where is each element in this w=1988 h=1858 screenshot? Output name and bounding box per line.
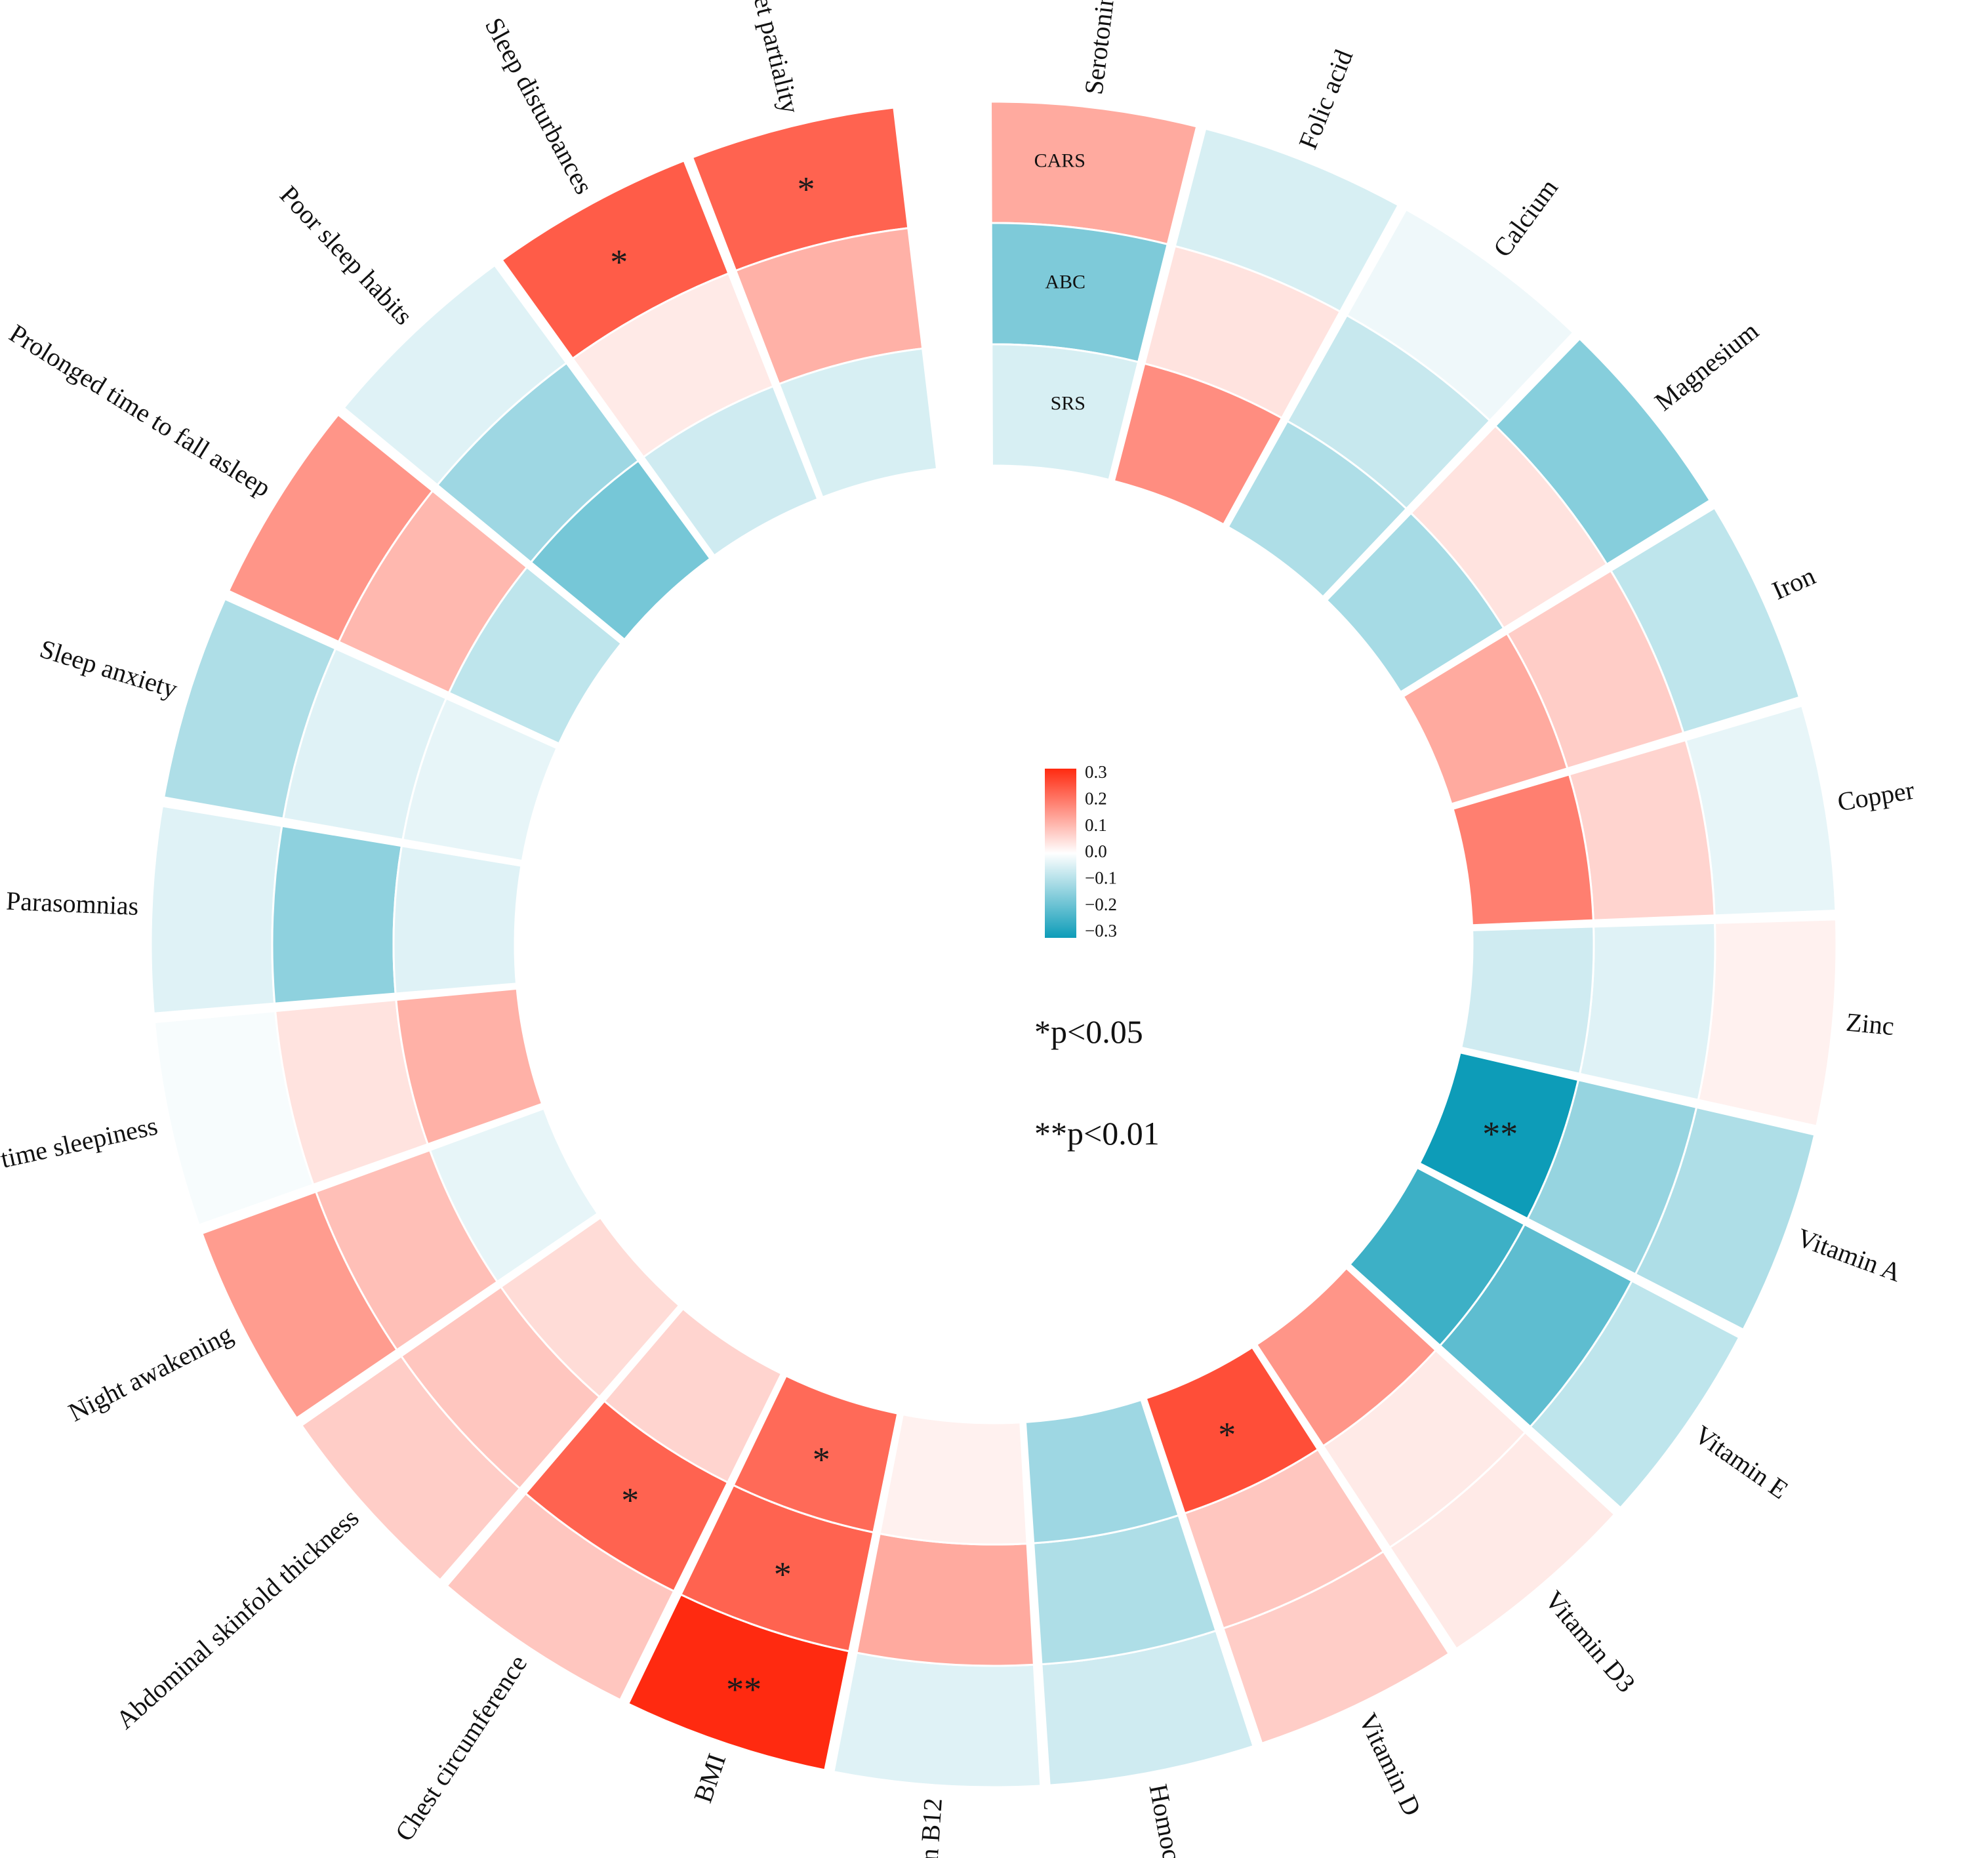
cell-vitamin-d-srs (1145, 1346, 1320, 1515)
cell-parasomnias-cars (150, 805, 283, 1015)
category-label-magnesium: Magnesium (1649, 316, 1764, 417)
cell-vitamin-b12-srs (878, 1413, 1028, 1546)
cell-homocysteine-srs (1024, 1398, 1180, 1545)
sig-mark-vitamin-a-srs: ** (1482, 1114, 1518, 1154)
colorbar-tick-label: 0.1 (1085, 815, 1107, 835)
category-label-abdominal-skinfold-thickness: Abdominal skinfold thickness (110, 1503, 364, 1735)
cell-vitamin-b12-abc (855, 1532, 1035, 1667)
colorbar-legend: 0.3 0.2 0.1 0.0 −0.1 −0.2 −0.3 (1045, 762, 1117, 940)
heatmap-cells (150, 100, 1838, 1788)
category-label-bmi: BMI (688, 1750, 732, 1806)
category-label-poor-sleep-habits: Poor sleep habits (274, 180, 418, 331)
sig-mark-bmi-abc: * (774, 1555, 792, 1594)
category-label-vitamin-d3: Vitamin D3 (1539, 1585, 1642, 1698)
category-label-folic-acid: Folic acid (1293, 45, 1358, 153)
category-label-sleep-disturbances: Sleep disturbances (479, 12, 599, 199)
category-label-night-awakening: Night awakening (64, 1319, 237, 1427)
colorbar-tick-label: −0.3 (1085, 921, 1117, 940)
category-label-prolonged-time-to-fall-asleep: Prolonged time to fall asleep (5, 318, 276, 502)
cell-vitamin-d3-srs (1255, 1266, 1438, 1447)
cell-diet-partiality-srs (777, 347, 939, 499)
category-label-homocysteine: Homocysteine (1143, 1782, 1201, 1858)
ring-label-srs: SRS (1051, 392, 1085, 414)
category-label-vitamin-b12: Vitamin B12 (909, 1797, 948, 1858)
significance-marks: ********** (610, 169, 1518, 1709)
cell-abdominal-skinfold-thickness-srs (499, 1216, 681, 1399)
ring-label-cars: CARS (1034, 150, 1085, 171)
category-label-iron: Iron (1768, 561, 1819, 605)
sig-mark-sleep-disturbances-cars: * (610, 242, 628, 281)
colorbar-tick-label: −0.1 (1085, 868, 1117, 888)
cell-iron-srs (1402, 632, 1569, 805)
cell-zinc-srs (1460, 925, 1595, 1076)
cell-sleep-disturbances-srs (641, 385, 819, 557)
category-label-serotonin: Serotonin (1079, 0, 1120, 96)
significance-note-p05: *p<0.05 (1034, 1013, 1143, 1050)
cell-copper-srs (1451, 773, 1594, 927)
category-label-copper: Copper (1835, 775, 1917, 817)
cell-poor-sleep-habits-srs (529, 459, 712, 641)
colorbar-tick-label: 0.0 (1085, 841, 1107, 861)
cell-serotonin-srs (990, 343, 1140, 481)
sig-mark-diet-partiality-cars: * (798, 169, 815, 209)
sig-mark-bmi-cars: ** (726, 1670, 761, 1709)
cell-zinc-abc (1578, 921, 1716, 1101)
cell-sleep-anxiety-srs (401, 697, 559, 862)
cell-calcium-srs (1227, 420, 1408, 599)
ring-label-abc: ABC (1045, 271, 1085, 293)
cell-chest-circumference-srs (603, 1307, 783, 1484)
sig-mark-chest-circumference-abc: * (621, 1480, 639, 1520)
cell-parasomnias-srs (392, 845, 523, 995)
ring-labels: CARS ABC SRS (1034, 150, 1085, 414)
cell-magnesium-srs (1325, 512, 1505, 694)
category-label-diet-partiality: Diet partiality (742, 0, 805, 116)
category-label-daytime-sleepiness: Daytime sleepiness (0, 1110, 160, 1182)
sig-mark-vitamin-d-srs: * (1218, 1415, 1236, 1455)
cell-vitamin-e-srs (1348, 1166, 1526, 1347)
colorbar-tick-label: 0.2 (1085, 789, 1107, 809)
cell-vitamin-b12-cars (832, 1651, 1042, 1788)
category-label-parasomnias: Parasomnias (5, 886, 139, 921)
cell-folic-acid-srs (1112, 362, 1284, 526)
category-label-vitamin-d: Vitamin D (1353, 1708, 1427, 1821)
category-label-zinc: Zinc (1845, 1007, 1896, 1041)
cell-parasomnias-abc (271, 824, 403, 1005)
category-label-vitamin-e: Vitamin E (1689, 1419, 1794, 1505)
cell-bmi-srs (732, 1374, 899, 1534)
cell-daytime-sleepiness-srs (395, 987, 544, 1146)
category-label-chest-circumference: Chest circumference (389, 1649, 533, 1846)
colorbar-gradient (1045, 769, 1076, 938)
cell-night-awakening-srs (428, 1107, 599, 1283)
cell-prolonged-time-to-fall-asleep-srs (447, 565, 623, 745)
sig-mark-bmi-srs: * (813, 1440, 830, 1479)
cell-vitamin-a-srs (1418, 1051, 1580, 1221)
colorbar-tick-label: 0.3 (1085, 762, 1107, 782)
category-label-calcium: Calcium (1487, 173, 1564, 262)
colorbar-tick-label: −0.2 (1085, 895, 1117, 914)
category-label-sleep-anxiety: Sleep anxiety (37, 634, 181, 704)
cell-zinc-cars (1697, 918, 1838, 1127)
significance-note-p01: **p<0.01 (1034, 1115, 1160, 1152)
category-label-vitamin-a: Vitamin A (1793, 1222, 1905, 1287)
